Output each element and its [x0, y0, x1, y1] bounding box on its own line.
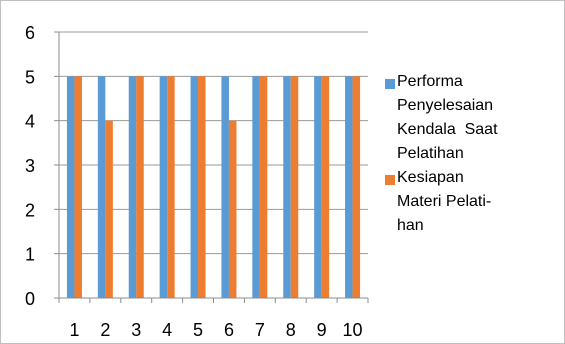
bar-series-1-cat-4	[159, 76, 168, 298]
bar-series-2-cat-6	[228, 120, 237, 299]
y-tick-label-1: 1	[25, 245, 35, 265]
bar-series-2-cat-9	[321, 76, 330, 298]
bar-series-2-cat-2	[105, 120, 113, 299]
x-tick-label-9: 9	[317, 320, 327, 340]
legend-label-performa-line-4: Pelatihan	[397, 145, 464, 162]
bar-series-1-cat-8	[283, 76, 291, 298]
y-tick-label-2: 2	[25, 200, 35, 220]
x-tick-label-7: 7	[255, 320, 265, 340]
x-tick-label-6: 6	[224, 320, 234, 340]
bar-series-1-cat-6	[221, 76, 229, 298]
bar-series-1-cat-7	[252, 76, 260, 298]
legend-label-performa-line-1: Performa	[397, 73, 463, 90]
x-tick-label-8: 8	[286, 320, 296, 340]
legend-label-performa-line-3: Kendala Saat	[397, 121, 498, 138]
x-tick-label-4: 4	[162, 320, 172, 340]
bar-series-1-cat-10	[345, 76, 353, 298]
x-tick-label-5: 5	[193, 320, 203, 340]
y-tick-label-3: 3	[25, 156, 35, 176]
legend-entry-performa: Performa Penyelesaian Kendala Saat Pelat…	[383, 70, 553, 166]
bar-series-1-cat-3	[128, 76, 137, 298]
bar-series-2-cat-7	[259, 76, 268, 298]
legend-label-kesiapan-line-2: Materi Pelati-	[397, 193, 492, 210]
bar-series-2-cat-8	[290, 76, 299, 298]
legend-label-performa-line-2: Penyelesaian	[397, 97, 494, 114]
legend: Performa Penyelesaian Kendala Saat Pelat…	[383, 70, 553, 238]
x-tick-label-1: 1	[69, 320, 79, 340]
legend-swatch-kesiapan	[385, 175, 395, 185]
bar-series-2-cat-10	[352, 76, 361, 298]
x-tick-label-10: 10	[343, 320, 363, 340]
legend-swatch-performa	[385, 79, 395, 89]
bar-series-1-cat-1	[66, 76, 75, 298]
y-tick-label-6: 6	[25, 23, 35, 43]
bar-series-2-cat-1	[74, 76, 82, 298]
bar-series-1-cat-9	[314, 76, 322, 298]
x-tick-label-3: 3	[131, 320, 141, 340]
y-tick-label-0: 0	[25, 289, 35, 309]
bar-series-2-cat-4	[167, 76, 175, 298]
legend-entry-kesiapan: Kesiapan Materi Pelati- han	[383, 166, 553, 238]
bar-series-1-cat-5	[190, 76, 199, 298]
bar-series-2-cat-5	[198, 76, 206, 298]
y-tick-label-4: 4	[25, 112, 35, 132]
axes	[54, 31, 369, 303]
y-tick-label-5: 5	[25, 67, 35, 87]
bar-series-1-cat-2	[97, 76, 106, 298]
bars	[66, 76, 361, 299]
bar-series-2-cat-3	[136, 76, 144, 298]
tick-labels: 0 1 2 3 4 5 6 1 2 3 4 5 6 7 8 9 10	[25, 23, 363, 340]
legend-label-kesiapan-line-1: Kesiapan	[397, 169, 464, 186]
legend-label-kesiapan-line-3: han	[397, 217, 424, 234]
x-tick-label-2: 2	[100, 320, 110, 340]
